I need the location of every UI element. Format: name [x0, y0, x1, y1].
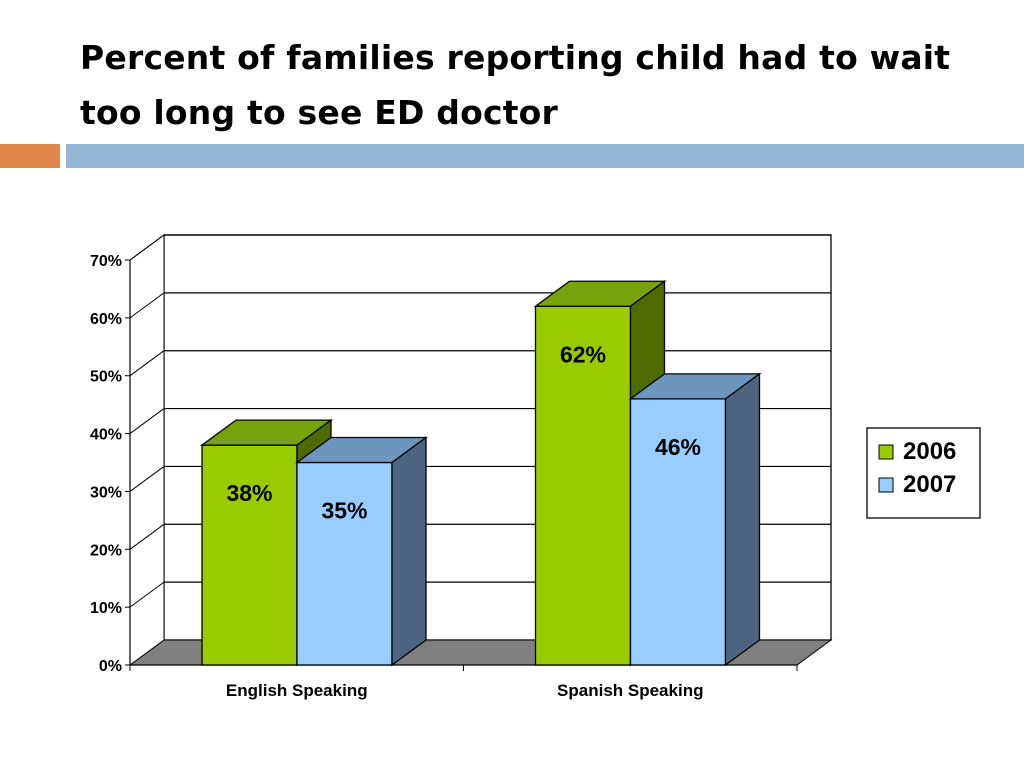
y-tick-label: 40%	[90, 427, 122, 444]
legend-label-2006: 2006	[903, 438, 956, 465]
bar-2006-spanish-speaking-front	[534, 305, 632, 666]
bar-2006-english-speaking-front	[201, 444, 298, 666]
data-label: 62%	[560, 341, 606, 367]
x-tick-label: Spanish Speaking	[557, 681, 703, 700]
data-label: 38%	[226, 480, 272, 506]
y-tick-label: 20%	[90, 542, 122, 559]
bar-2007-spanish-speaking-side	[724, 372, 761, 667]
y-tick-label: 60%	[90, 311, 122, 328]
gridline-side	[129, 234, 165, 261]
slide-title: Percent of families reporting child had …	[80, 30, 980, 140]
gridline-side	[129, 581, 165, 608]
y-tick-label: 10%	[90, 600, 122, 617]
gridline-side	[129, 350, 165, 377]
accent-bar-orange	[0, 144, 60, 168]
y-tick-label: 70%	[90, 253, 122, 270]
y-tick-label: 50%	[90, 369, 122, 386]
data-label: 35%	[321, 498, 367, 524]
gridline-side	[129, 466, 165, 492]
accent-bar-blue	[66, 144, 1024, 168]
legend-swatch-2006	[878, 444, 894, 460]
title-line-1: Percent of families reporting child had …	[80, 38, 951, 77]
data-label: 46%	[655, 434, 701, 460]
gridline-side	[129, 408, 165, 434]
gridline-side	[129, 523, 165, 550]
legend-label-2007: 2007	[903, 471, 956, 498]
legend-box	[866, 427, 981, 519]
y-tick-label: 30%	[90, 484, 122, 501]
bar-2007-english-speaking-side	[391, 436, 427, 667]
title-line-2: too long to see ED doctor	[80, 93, 559, 132]
bar-2007-english-speaking-front	[296, 461, 393, 666]
chart-side-wall	[129, 234, 165, 666]
x-tick-label: English Speaking	[226, 681, 368, 700]
gridline-side	[129, 292, 165, 319]
y-tick-label: 0%	[99, 658, 122, 675]
legend-swatch-2007	[878, 477, 894, 493]
bar-2007-spanish-speaking-front	[629, 398, 727, 666]
